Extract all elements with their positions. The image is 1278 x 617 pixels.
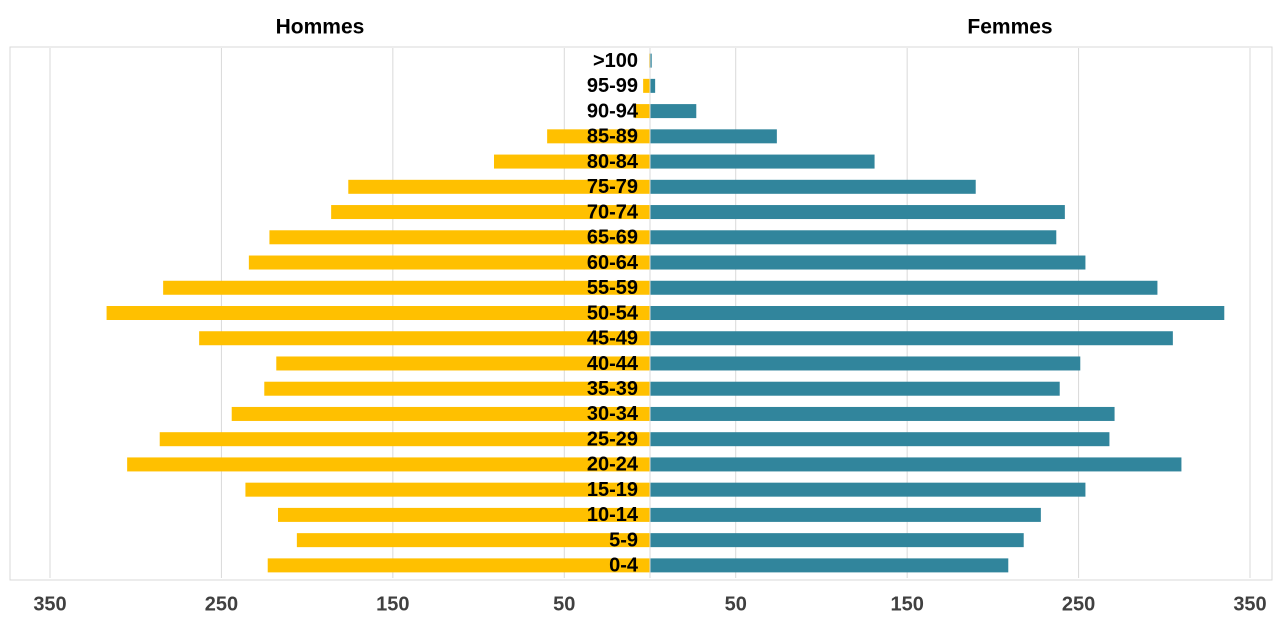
category-label: 10-14	[587, 504, 639, 526]
category-label: >100	[593, 50, 638, 72]
bar	[650, 179, 976, 194]
bar	[348, 179, 650, 194]
bar	[650, 154, 875, 169]
bar	[634, 104, 650, 119]
x-tick-label: 50	[553, 593, 575, 615]
x-tick-label: 150	[890, 593, 923, 615]
bar	[245, 482, 650, 497]
bar	[650, 129, 777, 144]
bar	[494, 154, 650, 169]
bar	[650, 280, 1158, 295]
bar	[650, 482, 1086, 497]
bar	[248, 255, 650, 270]
category-label: 50-54	[587, 302, 639, 324]
bar	[643, 78, 650, 93]
bar	[650, 78, 656, 93]
category-label: 15-19	[587, 479, 638, 501]
bar	[547, 129, 650, 144]
bar	[231, 406, 650, 421]
bar	[127, 457, 650, 472]
category-label: 45-49	[587, 328, 638, 350]
bar	[276, 356, 650, 371]
category-label: 25-29	[587, 428, 638, 450]
category-label: 0-4	[609, 555, 639, 577]
category-label: 75-79	[587, 176, 638, 198]
category-label: 70-74	[587, 201, 639, 223]
x-tick-label: 250	[205, 593, 238, 615]
category-label: 90-94	[587, 100, 639, 122]
category-label: 35-39	[587, 378, 638, 400]
bar	[278, 507, 650, 522]
bar	[331, 205, 650, 220]
category-label: 65-69	[587, 227, 638, 249]
series-heading: Hommes	[276, 16, 365, 39]
category-label: 95-99	[587, 75, 638, 97]
bar	[159, 432, 650, 447]
bar	[650, 507, 1041, 522]
bar	[650, 457, 1182, 472]
category-label: 20-24	[587, 454, 639, 476]
x-tick-label: 150	[376, 593, 409, 615]
bar	[650, 432, 1110, 447]
category-label: 60-64	[587, 252, 639, 274]
series-heading: Femmes	[967, 16, 1052, 39]
bar	[650, 306, 1225, 320]
bar	[650, 205, 1065, 220]
bar	[296, 533, 650, 548]
category-label: 85-89	[587, 126, 638, 148]
bar	[269, 230, 650, 245]
category-label: 5-9	[609, 529, 638, 551]
plot-border	[9, 46, 1273, 581]
bar	[650, 558, 1009, 573]
category-label: 55-59	[587, 277, 638, 299]
bar	[163, 280, 650, 295]
x-tick-label: 350	[33, 593, 66, 615]
bar	[650, 533, 1024, 548]
bar	[650, 230, 1057, 245]
bar	[106, 306, 651, 320]
category-label: 30-34	[587, 403, 639, 425]
bar	[264, 381, 650, 396]
x-tick-label: 250	[1062, 593, 1095, 615]
bar	[650, 406, 1115, 421]
bar	[267, 558, 650, 573]
bar	[650, 53, 652, 68]
category-label: 80-84	[587, 151, 639, 173]
bar	[650, 331, 1173, 346]
bar	[650, 356, 1081, 371]
bar	[199, 331, 650, 346]
bar	[650, 255, 1086, 270]
x-tick-label: 50	[725, 593, 747, 615]
bar	[650, 104, 697, 119]
x-tick-label: 350	[1233, 593, 1266, 615]
category-label: 40-44	[587, 353, 639, 375]
bar	[650, 381, 1060, 396]
